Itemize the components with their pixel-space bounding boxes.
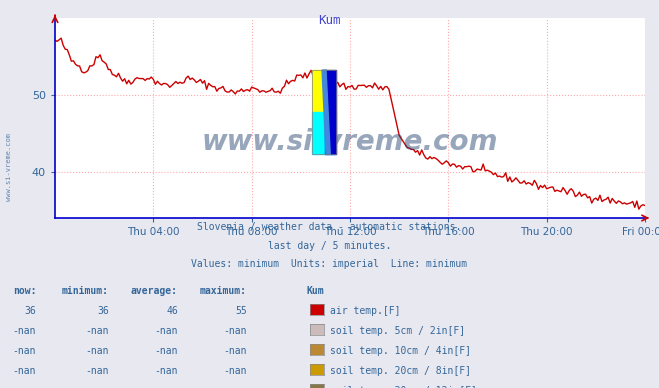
Text: air temp.[F]: air temp.[F] — [330, 306, 400, 316]
Text: Values: minimum  Units: imperial  Line: minimum: Values: minimum Units: imperial Line: mi… — [191, 259, 468, 269]
Text: -nan: -nan — [154, 366, 178, 376]
Text: -nan: -nan — [85, 326, 109, 336]
Bar — [326, 70, 337, 154]
Text: -nan: -nan — [13, 366, 36, 376]
Text: -nan: -nan — [223, 366, 247, 376]
Text: 36: 36 — [24, 306, 36, 316]
Text: -nan: -nan — [223, 326, 247, 336]
Text: soil temp. 30cm / 12in[F]: soil temp. 30cm / 12in[F] — [330, 386, 476, 388]
Polygon shape — [322, 70, 330, 154]
Text: 55: 55 — [235, 306, 247, 316]
Text: Kum: Kum — [318, 14, 341, 27]
Text: Slovenia / weather data - automatic stations.: Slovenia / weather data - automatic stat… — [197, 222, 462, 232]
Text: -nan: -nan — [85, 386, 109, 388]
Text: 46: 46 — [166, 306, 178, 316]
Text: www.si-vreme.com: www.si-vreme.com — [5, 133, 12, 201]
Text: 36: 36 — [97, 306, 109, 316]
Text: soil temp. 10cm / 4in[F]: soil temp. 10cm / 4in[F] — [330, 346, 471, 356]
Text: soil temp. 5cm / 2in[F]: soil temp. 5cm / 2in[F] — [330, 326, 465, 336]
Bar — [312, 112, 337, 154]
Text: -nan: -nan — [13, 386, 36, 388]
Text: -nan: -nan — [154, 346, 178, 356]
Text: last day / 5 minutes.: last day / 5 minutes. — [268, 241, 391, 251]
Text: -nan: -nan — [223, 346, 247, 356]
Text: maximum:: maximum: — [200, 286, 247, 296]
Text: -nan: -nan — [154, 326, 178, 336]
Text: -nan: -nan — [154, 386, 178, 388]
Text: -nan: -nan — [85, 366, 109, 376]
Text: now:: now: — [13, 286, 36, 296]
Text: -nan: -nan — [85, 346, 109, 356]
Bar — [312, 70, 337, 154]
Text: soil temp. 20cm / 8in[F]: soil temp. 20cm / 8in[F] — [330, 366, 471, 376]
Bar — [312, 70, 337, 112]
Text: average:: average: — [131, 286, 178, 296]
Text: minimum:: minimum: — [62, 286, 109, 296]
Text: Kum: Kum — [306, 286, 324, 296]
Text: -nan: -nan — [13, 326, 36, 336]
Text: -nan: -nan — [13, 346, 36, 356]
Text: -nan: -nan — [223, 386, 247, 388]
Text: www.si-vreme.com: www.si-vreme.com — [202, 128, 498, 156]
